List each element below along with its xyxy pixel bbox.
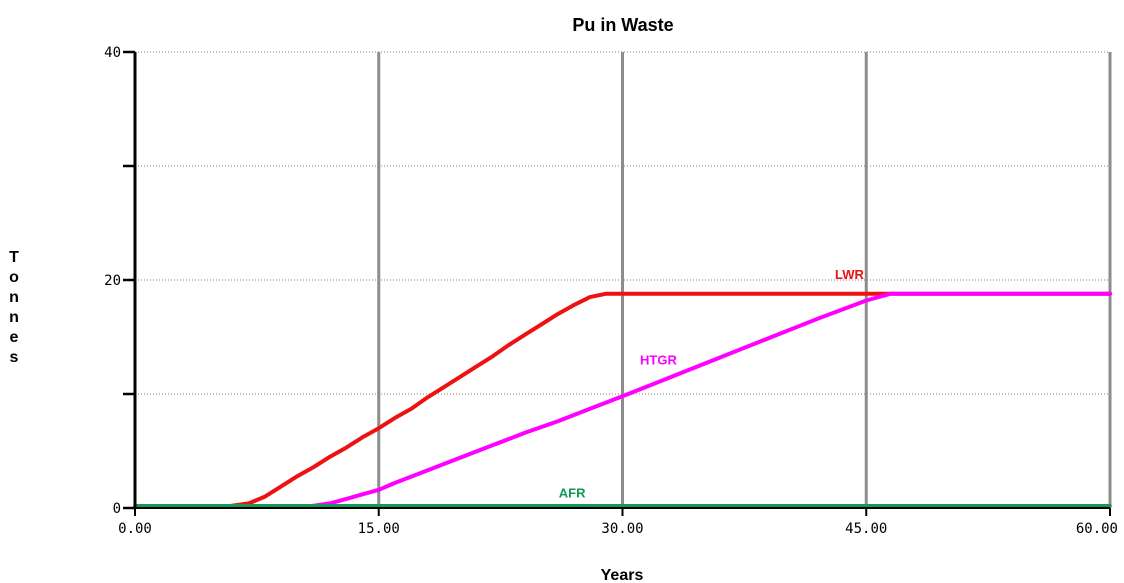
series-line-lwr [222,291,1112,509]
series-layer [133,291,1112,509]
x-tick-label: 15.00 [358,521,400,537]
y-axis-title-letter: T [9,249,19,266]
x-tick-label: 45.00 [845,521,887,537]
series-label-lwr: LWR [835,267,864,282]
x-tick-label: 60.00 [1076,521,1118,537]
series-label-layer: LWR HTGR AFR [559,267,865,501]
axis-layer [123,50,1111,516]
x-tick-label: 30.00 [601,521,643,537]
series-label-afr: AFR [559,486,586,501]
chart-title: Pu in Waste [572,15,673,35]
y-axis-title-letter: e [10,329,19,346]
y-axis-title-letter: s [10,349,19,366]
y-axis-title-letter: o [9,269,19,286]
grid-layer [135,51,1112,508]
x-tick-label: 0.00 [118,521,152,537]
series-label-htgr: HTGR [640,352,677,367]
y-axis-title-letter: n [9,309,19,326]
y-tick-label: 0 [113,501,121,517]
series-line-htgr [295,291,1112,509]
y-axis-title-letter: n [9,289,19,306]
y-tick-label: 40 [104,45,121,61]
y-tick-label: 20 [104,273,121,289]
tick-label-layer: 0 20 40 0.00 15.00 30.00 45.00 60.00 [104,45,1118,537]
x-axis-title: Years [601,567,644,583]
